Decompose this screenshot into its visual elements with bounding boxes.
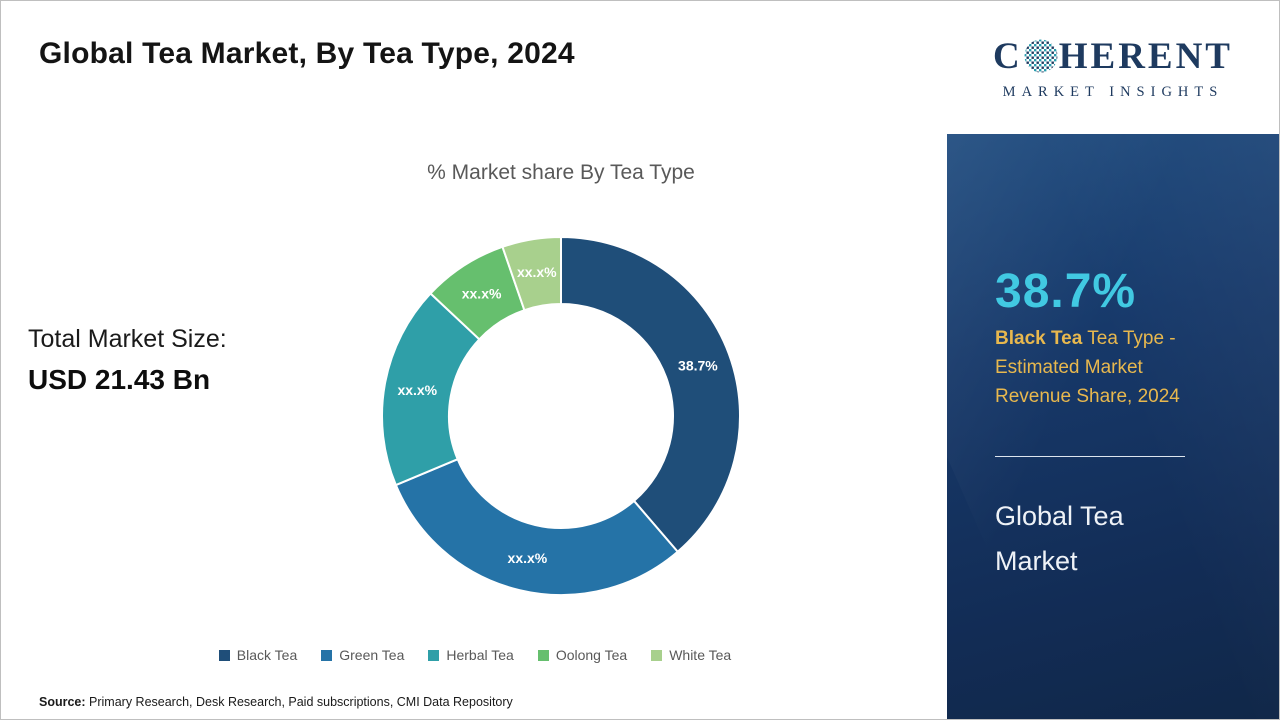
slice-label-green-tea: xx.x% [508,550,548,566]
legend-item-green-tea: Green Tea [321,647,404,663]
page-title: Global Tea Market, By Tea Type, 2024 [39,37,575,70]
total-market-size-value: USD 21.43 Bn [28,364,211,395]
source-label: Source: [39,695,86,709]
stat-highlight: Black Tea [995,328,1083,349]
source-line: Source: Primary Research, Desk Research,… [39,695,513,709]
logo-subtext: MARKET INSIGHTS [1002,83,1224,100]
legend-swatch-icon [537,649,549,661]
logo-letter-c: C [993,35,1023,77]
logo-globe-icon [1024,39,1058,73]
slice-label-herbal-tea: xx.x% [397,382,437,398]
slice-label-white-tea: xx.x% [517,264,557,280]
donut-chart: 38.7% xx.x% xx.x% xx.x% xx.x% [371,226,751,606]
donut-chart-svg: 38.7% xx.x% xx.x% xx.x% xx.x% [381,235,741,596]
legend-item-herbal-tea: Herbal Tea [428,647,514,663]
legend-swatch-icon [321,649,333,661]
legend-swatch-icon [651,649,663,661]
legend-swatch-icon [428,649,440,661]
chart-legend: Black Tea Green Tea Herbal Tea Oolong Tea Wh… [1,647,949,663]
slice-label-oolong-tea: xx.x% [462,286,502,302]
stat-value: 38.7% [995,265,1137,318]
legend-item-oolong-tea: Oolong Tea [537,647,628,663]
stat-description: Black Tea Tea Type - Estimated Market Re… [995,324,1213,411]
legend-item-black-tea: Black Tea [218,647,298,663]
legend-item-white-tea: White Tea [651,647,731,663]
market-name: Global Tea Market [995,501,1124,576]
legend-label: White Tea [669,647,732,663]
total-market-size-label: Total Market Size: [28,325,227,353]
legend-label: Black Tea [236,647,298,663]
logo-wordmark: C HERENT [993,35,1233,78]
coherent-logo: C HERENT MARKET INSIGHTS [947,1,1279,134]
sidebar: C HERENT MARKET INSIGHTS 38.7% [947,1,1279,719]
slice-label-black-tea: 38.7% [678,357,718,373]
logo-letters-rest: HERENT [1058,35,1233,77]
stat-description-text: Tea Type - Estimated Market Revenue Shar… [995,328,1180,407]
donut-segment-white-tea [501,235,562,312]
donut-segment-black-tea [560,235,741,554]
divider [995,456,1185,457]
sidebar-panel: 38.7% Black Tea Tea Type - Estimated Mar… [947,134,1279,719]
total-market-size-block: Total Market Size: USD 21.43 Bn [28,325,227,396]
source-text: Primary Research, Desk Research, Paid su… [85,695,513,709]
legend-label: Oolong Tea [555,647,628,663]
legend-swatch-icon [218,649,230,661]
legend-label: Green Tea [339,647,405,663]
chart-title: % Market share By Tea Type [427,161,695,184]
legend-label: Herbal Tea [446,647,514,663]
donut-segment-green-tea [394,457,680,596]
